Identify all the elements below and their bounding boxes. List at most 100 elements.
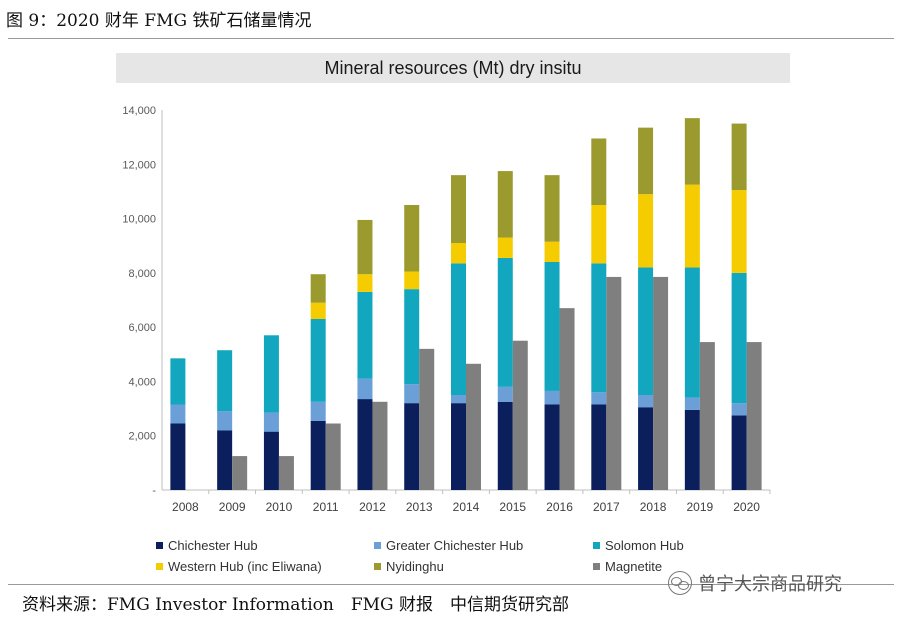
bar-greater-chichester-hub-2015 xyxy=(497,386,513,402)
bar-nyidinghu-2020 xyxy=(731,123,747,191)
y-tick-label: 10,000 xyxy=(122,214,156,226)
bar-chichester-hub-2008 xyxy=(170,423,186,490)
bar-greater-chichester-hub-2013 xyxy=(404,384,420,404)
bar-magnetite-2010 xyxy=(278,456,294,490)
bar-western-hub-inc-eliwana-2017 xyxy=(591,205,607,264)
y-tick-label: 14,000 xyxy=(122,105,156,117)
x-tick-label: 2019 xyxy=(686,500,713,514)
bar-chichester-hub-2019 xyxy=(684,409,700,490)
bar-greater-chichester-hub-2020 xyxy=(731,403,747,416)
bar-chichester-hub-2013 xyxy=(404,403,420,490)
bar-greater-chichester-hub-2016 xyxy=(544,390,560,405)
bar-solomon-hub-2019 xyxy=(684,267,700,398)
bar-western-hub-inc-eliwana-2018 xyxy=(638,194,654,268)
bar-solomon-hub-2011 xyxy=(310,319,326,402)
x-tick-label: 2013 xyxy=(406,500,433,514)
watermark: 曾宁大宗商品研究 xyxy=(668,570,842,596)
bar-chichester-hub-2012 xyxy=(357,399,373,490)
bar-chichester-hub-2020 xyxy=(731,415,747,490)
figure-title: 图 9：2020 财年 FMG 铁矿石储量情况 xyxy=(6,11,312,31)
bar-magnetite-2016 xyxy=(559,308,575,490)
bar-nyidinghu-2019 xyxy=(684,118,700,185)
bar-magnetite-2012 xyxy=(372,401,388,490)
bar-nyidinghu-2012 xyxy=(357,219,373,275)
bar-nyidinghu-2011 xyxy=(310,274,326,303)
watermark-text: 曾宁大宗商品研究 xyxy=(698,574,842,595)
bar-solomon-hub-2015 xyxy=(497,257,513,387)
y-tick-label: 6,000 xyxy=(128,322,156,334)
bar-chichester-hub-2010 xyxy=(263,431,279,490)
bar-solomon-hub-2018 xyxy=(638,267,654,395)
bar-nyidinghu-2018 xyxy=(638,127,654,195)
bar-greater-chichester-hub-2019 xyxy=(684,397,700,410)
x-tick-label: 2017 xyxy=(593,500,620,514)
bar-magnetite-2011 xyxy=(325,423,341,490)
bar-solomon-hub-2012 xyxy=(357,291,373,379)
bar-greater-chichester-hub-2018 xyxy=(638,395,654,408)
bar-solomon-hub-2014 xyxy=(451,263,466,395)
bar-magnetite-2014 xyxy=(466,363,481,490)
bar-greater-chichester-hub-2008 xyxy=(170,404,186,424)
bar-western-hub-inc-eliwana-2013 xyxy=(404,271,420,290)
bar-chichester-hub-2011 xyxy=(310,420,326,490)
y-tick-label: - xyxy=(152,485,156,497)
bar-chichester-hub-2014 xyxy=(451,403,466,490)
x-tick-label: 2010 xyxy=(266,500,293,514)
bar-magnetite-2013 xyxy=(419,348,435,490)
bar-magnetite-2018 xyxy=(653,276,669,490)
bar-magnetite-2009 xyxy=(232,456,248,490)
x-tick-label: 2008 xyxy=(172,500,199,514)
y-tick-label: 8,000 xyxy=(128,268,156,280)
chart-title: Mineral resources (Mt) dry insitu xyxy=(116,53,790,83)
bar-nyidinghu-2016 xyxy=(544,175,560,242)
bar-chichester-hub-2009 xyxy=(217,430,233,490)
bar-greater-chichester-hub-2012 xyxy=(357,378,373,400)
bar-western-hub-inc-eliwana-2020 xyxy=(731,190,747,273)
bar-chichester-hub-2017 xyxy=(591,404,607,490)
x-tick-label: 2009 xyxy=(219,500,246,514)
bar-solomon-hub-2020 xyxy=(731,272,747,404)
bar-western-hub-inc-eliwana-2012 xyxy=(357,274,373,292)
y-tick-label: 12,000 xyxy=(122,159,156,171)
x-tick-label: 2011 xyxy=(313,500,339,514)
bar-western-hub-inc-eliwana-2011 xyxy=(310,302,326,319)
x-tick-label: 2020 xyxy=(733,500,760,514)
x-tick-label: 2012 xyxy=(359,500,386,514)
bar-greater-chichester-hub-2010 xyxy=(263,412,279,432)
bar-western-hub-inc-eliwana-2019 xyxy=(684,184,700,268)
bar-solomon-hub-2017 xyxy=(591,263,607,393)
bar-chichester-hub-2018 xyxy=(638,407,654,490)
bar-nyidinghu-2017 xyxy=(591,138,607,205)
source-note: 资料来源：FMG Investor Information FMG 财报 中信期… xyxy=(22,595,570,615)
bar-greater-chichester-hub-2017 xyxy=(591,392,607,405)
bar-greater-chichester-hub-2011 xyxy=(310,401,326,421)
bar-chichester-hub-2015 xyxy=(497,401,513,490)
y-tick-label: 4,000 xyxy=(128,376,156,388)
bottom-rule xyxy=(8,584,894,585)
bar-nyidinghu-2014 xyxy=(451,175,466,243)
top-rule xyxy=(8,38,894,39)
x-tick-label: 2016 xyxy=(546,500,573,514)
wechat-icon xyxy=(668,571,692,595)
bar-western-hub-inc-eliwana-2015 xyxy=(497,237,513,258)
bar-solomon-hub-2013 xyxy=(404,289,420,385)
bar-nyidinghu-2015 xyxy=(497,171,513,238)
bar-solomon-hub-2008 xyxy=(170,358,186,405)
bar-western-hub-inc-eliwana-2014 xyxy=(451,243,466,264)
bar-magnetite-2017 xyxy=(606,276,622,490)
bar-magnetite-2015 xyxy=(512,340,528,490)
bar-solomon-hub-2016 xyxy=(544,262,560,391)
x-tick-label: 2018 xyxy=(640,500,667,514)
x-tick-label: 2014 xyxy=(453,500,480,514)
bar-western-hub-inc-eliwana-2016 xyxy=(544,241,560,262)
bar-magnetite-2019 xyxy=(699,342,715,490)
bar-solomon-hub-2010 xyxy=(263,335,279,413)
y-tick-label: 2,000 xyxy=(128,431,156,443)
bar-greater-chichester-hub-2009 xyxy=(217,411,233,431)
bar-chichester-hub-2016 xyxy=(544,404,560,490)
bar-solomon-hub-2009 xyxy=(217,350,233,412)
bar-magnetite-2020 xyxy=(746,342,762,490)
bar-greater-chichester-hub-2014 xyxy=(451,395,466,404)
x-tick-label: 2015 xyxy=(499,500,526,514)
